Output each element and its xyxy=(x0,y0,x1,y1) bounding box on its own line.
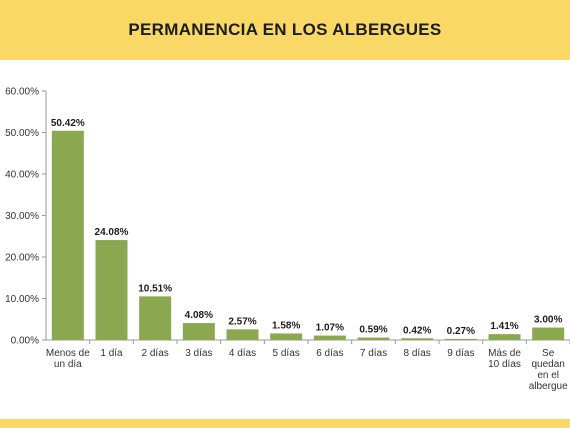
bar xyxy=(357,337,390,340)
category-label: 7 días xyxy=(360,348,387,359)
data-label: 10.51% xyxy=(138,283,172,294)
category-label: 9 días xyxy=(447,348,474,359)
bar xyxy=(270,333,303,340)
bar xyxy=(444,338,477,340)
bar xyxy=(51,130,84,340)
category-label: 1 día xyxy=(100,348,123,359)
bar xyxy=(182,323,215,340)
data-label: 2.57% xyxy=(228,316,256,327)
category-label: 5 días xyxy=(273,348,300,359)
page-title: PERMANENCIA EN LOS ALBERGUES xyxy=(128,20,442,39)
bar xyxy=(139,296,172,340)
category-label: 2 días xyxy=(142,348,169,359)
data-label: 3.00% xyxy=(534,315,562,326)
category-label: 4 días xyxy=(229,348,256,359)
category-label: 3 días xyxy=(185,348,212,359)
data-label: 1.41% xyxy=(490,321,518,332)
footer-bar xyxy=(0,419,570,428)
data-label: 0.59% xyxy=(359,325,387,336)
category-label: Menos de un día xyxy=(46,348,90,370)
data-label: 1.07% xyxy=(316,323,344,334)
category-label: 8 días xyxy=(404,348,431,359)
category-label: 6 días xyxy=(316,348,343,359)
category-label: Más de 10 días xyxy=(488,348,521,370)
y-tick-label: 20.00% xyxy=(5,253,39,264)
y-tick-label: 30.00% xyxy=(5,211,39,222)
bar xyxy=(532,327,565,340)
data-label: 50.42% xyxy=(51,118,85,129)
bar xyxy=(488,334,521,340)
y-tick-label: 50.00% xyxy=(5,128,39,139)
title-banner: PERMANENCIA EN LOS ALBERGUES xyxy=(0,0,570,60)
data-label: 1.58% xyxy=(272,320,300,331)
y-tick-label: 0.00% xyxy=(11,336,39,347)
data-label: 0.42% xyxy=(403,325,431,336)
bar xyxy=(313,335,346,340)
bar xyxy=(226,329,259,340)
data-label: 24.08% xyxy=(95,227,129,238)
y-tick-label: 40.00% xyxy=(5,170,39,181)
data-label: 4.08% xyxy=(185,310,213,321)
y-tick-label: 10.00% xyxy=(5,294,39,305)
bar xyxy=(401,338,434,340)
data-label: 0.27% xyxy=(447,326,475,337)
bar xyxy=(95,240,128,340)
y-tick-label: 60.00% xyxy=(5,87,39,98)
category-label: Se quedan en el albergue xyxy=(529,348,568,392)
